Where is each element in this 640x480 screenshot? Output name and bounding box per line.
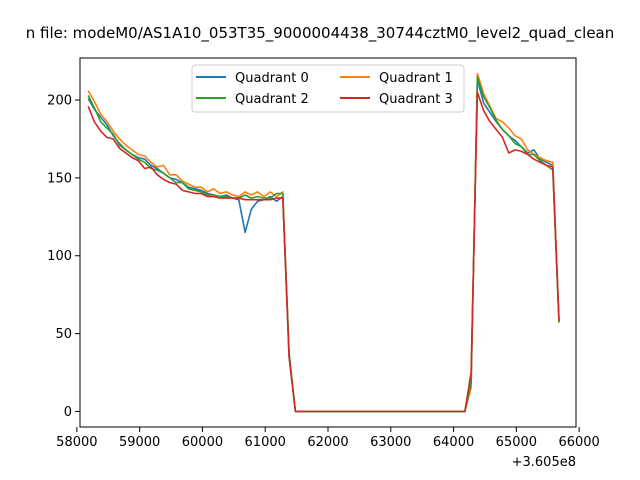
legend-item-quadrant-0: Quadrant 0 (196, 71, 309, 86)
x-tick-label: 64000 (433, 435, 474, 450)
x-axis: 58000 59000 60000 61000 62000 63000 64000 65000… (56, 427, 600, 450)
y-axis: 0 50 100 150 200 (47, 94, 80, 420)
y-tick-label: 200 (47, 94, 72, 109)
axes-frame (79, 57, 577, 428)
series-layer (87, 72, 560, 413)
legend-item-quadrant-3: Quadrant 3 (340, 92, 453, 107)
series-line-quadrant-2 (87, 75, 560, 413)
legend-label: Quadrant 2 (235, 92, 309, 107)
x-tick-label: 65000 (496, 435, 537, 450)
x-tick-label: 61000 (245, 435, 286, 450)
legend-label: Quadrant 0 (235, 71, 309, 86)
series-line-quadrant-3 (87, 91, 560, 413)
legend-label: Quadrant 3 (379, 92, 453, 107)
legend-item-quadrant-1: Quadrant 1 (340, 71, 453, 86)
y-tick-label: 50 (55, 327, 72, 342)
x-tick-label: 60000 (182, 435, 223, 450)
y-tick-label: 150 (47, 171, 72, 186)
legend: Quadrant 0 Quadrant 1 Quadrant 2 Quadrant 3 (191, 64, 465, 113)
x-tick-label: 66000 (558, 435, 599, 450)
series-line-quadrant-0 (87, 79, 560, 413)
series-line-quadrant-1 (87, 72, 560, 413)
x-offset-label: +3.605e8 (512, 455, 576, 470)
y-tick-label: 100 (47, 249, 72, 264)
x-tick-label: 59000 (119, 435, 160, 450)
x-tick-label: 63000 (370, 435, 411, 450)
chart-title: n file: modeM0/AS1A10_053T35_9000004438_… (26, 24, 615, 43)
x-tick-label: 58000 (56, 435, 97, 450)
x-tick-label: 62000 (307, 435, 348, 450)
legend-box (191, 64, 465, 113)
legend-label: Quadrant 1 (379, 71, 453, 86)
y-tick-label: 0 (64, 405, 72, 420)
legend-item-quadrant-2: Quadrant 2 (196, 92, 309, 107)
